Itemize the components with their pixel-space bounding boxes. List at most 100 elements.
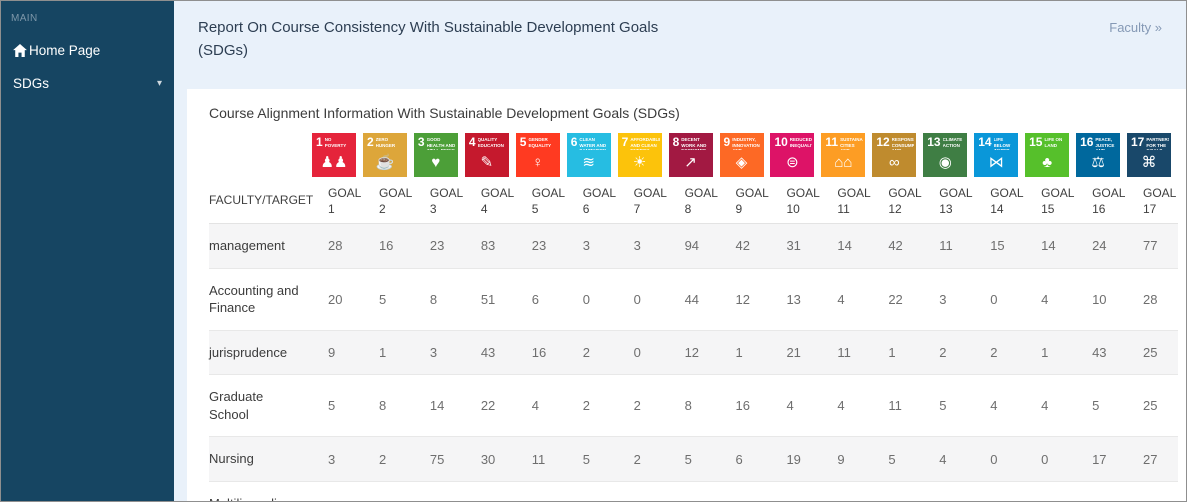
table-row: Accounting and Finance 20 5 8 51 6 0 0 44 12 13 4 22… <box>209 268 1178 331</box>
goal-value-cell: 42 <box>888 238 903 254</box>
goal-value-cell: 11 <box>939 238 953 254</box>
goal-value-cell: 20 <box>328 291 343 307</box>
goal-value-cell: 7 <box>312 482 363 501</box>
faculty-name: Graduate School <box>209 389 264 422</box>
goal-value-cell: 4 <box>939 451 947 467</box>
sdg-tile-number: 3 <box>417 135 425 149</box>
sdg-tile-title: QUALITY EDUCATION <box>477 137 504 148</box>
sdg-alignment-table: FACULTY/TARGET 1 NO POVERTY ♟♟ GOAL 1 2 ZERO H… <box>209 133 1178 501</box>
goal-value-cell: 4 <box>1041 291 1049 307</box>
sdg-pictogram: ☕ <box>375 154 395 171</box>
sdg-pictogram: ♣ <box>1042 154 1053 171</box>
sidebar-item-home-page[interactable]: Home Page <box>1 34 174 67</box>
goal-value-cell: 5 <box>567 482 618 501</box>
faculty-name: Accounting and Finance <box>209 282 299 316</box>
goal-column-header: 4 QUALITY EDUCATION ✎ GOAL 4 <box>464 133 516 224</box>
goal-value-cell: 8 <box>429 291 438 307</box>
goal-value-cell: 2 <box>633 451 641 467</box>
goal-value-cell: 31 <box>786 238 801 254</box>
goal-value-cell: 4 <box>837 398 845 414</box>
sdg-tile-title: SUSTAINABLE CITIES AND COMMUNITIES <box>840 137 863 150</box>
page-title: Report On Course Consistency With Sustai… <box>198 19 659 60</box>
chevron-down-icon: ▾ <box>156 78 162 89</box>
goal-value-cell: 44 <box>684 291 700 307</box>
sdg-tile-title: AFFORDABLE AND CLEAN ENERGY <box>630 137 660 150</box>
goal-value-cell: 0 <box>582 291 590 307</box>
sidebar-section-label: MAIN <box>11 13 38 24</box>
goal-value-cell: 5 <box>1092 398 1100 414</box>
table-row: Nursing 3 2 75 30 11 5 2 5 6 19 9 5 4 0 0 17 27 <box>209 436 1178 482</box>
main-content: Report On Course Consistency With Sustai… <box>174 1 1186 501</box>
goal-label: GOAL 13 <box>939 186 973 216</box>
goal-value-cell: 22 <box>480 398 496 414</box>
goal-value-cell: 3 <box>328 451 336 467</box>
goal-value-cell: 6 <box>735 451 743 467</box>
goal-label: GOAL 8 <box>684 186 718 216</box>
goal-value-cell: 37 <box>516 482 567 501</box>
sdg-responsible-consumption-icon: 12RESPONSIBLE CONSUMPTION AND PRODUCTION… <box>872 133 917 177</box>
sdg-pictogram: ⋈ <box>988 154 1004 171</box>
sdg-pictogram: ⌘ <box>1141 154 1157 171</box>
sdg-tile-title: PARTNERSHIPS FOR THE GOALS <box>1146 137 1169 150</box>
goal-value-cell: 10 <box>1025 482 1076 501</box>
goal-value-cell: 94 <box>684 238 700 254</box>
goal-value-cell: 2 <box>633 398 641 414</box>
sdg-tile-title: INDUSTRY, INNOVATION AND INFRASTRUCTURE <box>732 137 760 150</box>
sdg-tile-title: NO POVERTY <box>324 137 347 148</box>
goal-value-cell: 5 <box>378 291 387 307</box>
goal-value-cell: 0 <box>990 451 998 467</box>
breadcrumb-faculty-link[interactable]: Faculty » <box>1109 20 1162 35</box>
goal-value-cell: 29 <box>1127 482 1178 501</box>
sdg-tile-number: 17 <box>1131 135 1145 149</box>
goal-value-cell: 24 <box>1092 238 1107 254</box>
table-row: Multilingualism and General Education712… <box>209 482 1178 501</box>
goal-value-cell: 0 <box>633 291 641 307</box>
sdg-partnerships-icon: 17PARTNERSHIPS FOR THE GOALS ⌘ <box>1127 133 1171 177</box>
goal-value-cell: 4 <box>990 398 998 414</box>
goal-value-cell: 8 <box>684 398 692 414</box>
goal-value-cell: 15 <box>990 238 1005 254</box>
sdg-tile-number: 4 <box>468 135 476 149</box>
goal-value-cell: 5 <box>888 451 896 467</box>
goal-value-cell: 4 <box>531 398 539 414</box>
goal-value-cell: 10 <box>1092 291 1107 307</box>
goal-value-cell: 1 <box>363 482 414 501</box>
goal-label: GOAL 14 <box>990 186 1024 216</box>
sdg-tile-number: 5 <box>519 135 527 149</box>
goal-label: GOAL 12 <box>888 186 922 216</box>
goal-value-cell: 16 <box>531 345 547 361</box>
table-row: Graduate School 5 8 14 22 4 2 2 8 16 4 4 11 5 4 4 5 25 <box>209 375 1178 437</box>
goal-value-cell: 14 <box>837 238 852 254</box>
goal-label: GOAL 11 <box>837 186 871 216</box>
goal-label: GOAL 17 <box>1143 186 1177 216</box>
sdg-zero-hunger-icon: 2 ZERO HUNGER ☕ <box>362 133 407 177</box>
goal-value-cell: 1 <box>888 345 896 361</box>
goal-value-cell: 4 <box>786 398 794 414</box>
sidebar-item-sdgs[interactable]: SDGs ▾ <box>1 67 174 100</box>
sdg-tile-number: 12 <box>876 135 890 149</box>
goal-value-cell: 23 <box>429 238 445 254</box>
table-header-row: FACULTY/TARGET 1 NO POVERTY ♟♟ GOAL 1 2 ZERO H… <box>209 133 1178 224</box>
sdg-tile-title: RESPONSIBLE CONSUMPTION AND PRODUCTION <box>891 137 915 150</box>
table-header: FACULTY/TARGET 1 NO POVERTY ♟♟ GOAL 1 2 ZERO H… <box>209 133 1178 224</box>
goal-value-cell: 28 <box>414 482 465 501</box>
goal-value-cell: 3 <box>633 238 641 254</box>
sdg-pictogram: ⊜ <box>786 154 799 171</box>
goal-value-cell: 11 <box>888 398 902 414</box>
topbar: Report On Course Consistency With Sustai… <box>174 1 1186 89</box>
goal-value-cell: 12 <box>735 291 750 307</box>
faculty-name: Nursing <box>209 451 254 467</box>
goal-value-cell: 0 <box>1041 451 1049 467</box>
goal-value-cell: 11 <box>872 482 923 501</box>
goal-value-cell: 4 <box>837 291 845 307</box>
goal-label: GOAL 3 <box>429 186 464 216</box>
sidebar: MAIN Home Page SDGs ▾ <box>1 1 174 501</box>
goal-label: GOAL 15 <box>1041 186 1075 216</box>
sdg-tile-number: 1 <box>316 135 323 149</box>
goal-value-cell: 16 <box>378 238 394 254</box>
faculty-name: management <box>209 238 285 254</box>
